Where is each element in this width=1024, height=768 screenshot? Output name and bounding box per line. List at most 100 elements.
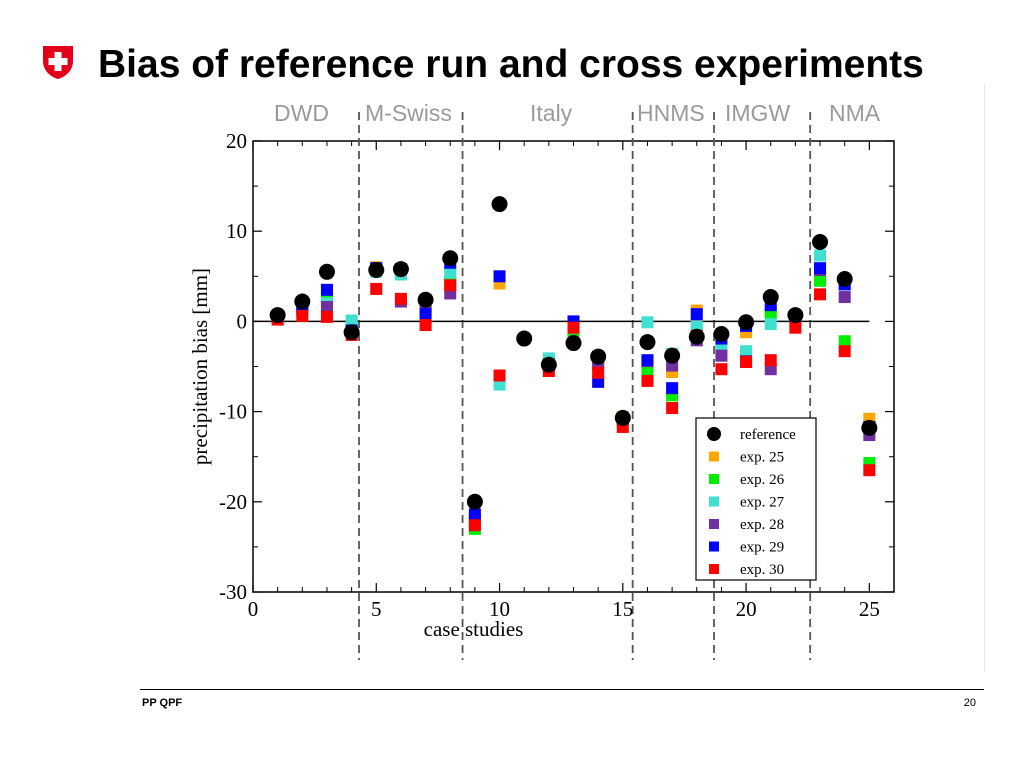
data-point-square (863, 464, 876, 477)
x-tick-label: 10 (489, 597, 510, 621)
legend-label: exp. 25 (740, 450, 784, 466)
data-point-reference (491, 196, 508, 213)
y-tick-label: -20 (219, 490, 247, 514)
data-point-square (370, 282, 383, 295)
series-layer (269, 196, 878, 535)
legend-marker (709, 474, 719, 484)
y-tick-label: -10 (219, 400, 247, 424)
legend-label: reference (740, 427, 796, 443)
figure-edge (984, 84, 985, 672)
data-point-square (814, 288, 827, 301)
axis-ticks: 0 5 10 15 20 25 20 10 0 -10 -20 -30 (219, 129, 894, 621)
data-point-square (296, 309, 309, 322)
data-point-square (468, 519, 481, 532)
series-reference (269, 196, 878, 510)
data-point-square (764, 363, 777, 376)
data-point-reference (269, 307, 286, 324)
legend-label: exp. 26 (740, 472, 785, 488)
data-point-square (666, 401, 679, 414)
data-point-square (444, 266, 457, 279)
data-point-reference (318, 263, 335, 280)
data-point-reference (392, 261, 409, 278)
data-point-square (740, 345, 753, 358)
data-point-square (641, 365, 654, 378)
data-point-square (666, 382, 679, 395)
legend-marker (709, 451, 719, 462)
data-point-square (641, 316, 654, 329)
data-point-reference (614, 409, 631, 426)
data-point-square (567, 321, 580, 334)
region-label-italy: Italy (530, 100, 573, 126)
page-number: 20 (963, 697, 976, 709)
data-point-square (838, 291, 851, 304)
y-tick-label: -30 (219, 580, 247, 604)
legend-marker (709, 541, 719, 552)
footer-left-label: PP QPF (142, 697, 183, 709)
data-point-square (320, 310, 333, 323)
legend-marker (709, 519, 719, 529)
data-point-square (592, 375, 605, 388)
region-label-nma: NMA (829, 100, 881, 126)
swiss-cross-shield-icon (41, 44, 75, 80)
legend-marker-reference (707, 427, 721, 441)
data-point-square (715, 349, 728, 362)
data-point-reference (812, 234, 829, 251)
data-point-reference (466, 493, 483, 510)
data-point-reference (442, 250, 459, 267)
data-point-square (789, 321, 802, 334)
data-point-square (690, 308, 703, 321)
legend-marker (709, 564, 719, 574)
x-tick-label: 25 (859, 597, 880, 621)
y-tick-label: 20 (226, 129, 247, 153)
slide-title: Bias of reference run and cross experime… (98, 43, 924, 86)
data-point-square (320, 300, 333, 313)
data-point-square (345, 314, 358, 327)
y-tick-label: 10 (226, 219, 247, 243)
data-point-square (641, 374, 654, 387)
data-point-reference (787, 307, 804, 324)
data-point-reference (664, 347, 681, 364)
data-point-square (838, 345, 851, 358)
data-point-square (814, 262, 827, 275)
x-axis-label: case studies (424, 617, 524, 641)
x-tick-label: 15 (612, 597, 633, 621)
legend: reference exp. 25 exp. 26 exp. 27 exp. 28 exp… (695, 417, 817, 581)
data-point-square (641, 354, 654, 367)
region-label-m-swiss: M-Swiss (365, 100, 452, 126)
data-point-reference (343, 324, 360, 341)
legend-label: exp. 29 (740, 540, 784, 556)
data-point-reference (762, 289, 779, 306)
footer-rule (140, 689, 984, 690)
data-point-square (838, 335, 851, 348)
legend-marker (709, 496, 719, 507)
data-point-reference (836, 271, 853, 288)
data-point-reference (540, 356, 557, 373)
x-tick-label: 20 (736, 597, 757, 621)
data-point-square (493, 369, 506, 382)
data-point-square (715, 363, 728, 376)
region-label-dwd: DWD (274, 100, 329, 126)
data-point-square (493, 378, 506, 391)
data-point-reference (861, 419, 878, 436)
y-axis-label: precipitation bias [mm] (188, 268, 212, 465)
data-point-reference (368, 261, 385, 278)
cross-horizontal (48, 58, 68, 65)
data-point-square (592, 366, 605, 379)
x-tick-label: 0 (248, 597, 259, 621)
data-point-reference (417, 291, 434, 308)
legend-label: exp. 27 (740, 495, 785, 511)
data-point-square (468, 508, 481, 521)
data-point-square (419, 308, 432, 321)
data-point-square (814, 249, 827, 262)
legend-label: exp. 30 (740, 562, 784, 578)
data-point-square (764, 354, 777, 367)
data-point-square (493, 270, 506, 283)
data-point-square (740, 355, 753, 368)
data-point-reference (738, 314, 755, 331)
data-point-reference (590, 348, 607, 365)
data-point-reference (516, 330, 533, 347)
data-point-square (444, 279, 457, 292)
data-point-square (419, 319, 432, 332)
axis-labels: case studies precipitation bias [mm] (188, 268, 523, 641)
